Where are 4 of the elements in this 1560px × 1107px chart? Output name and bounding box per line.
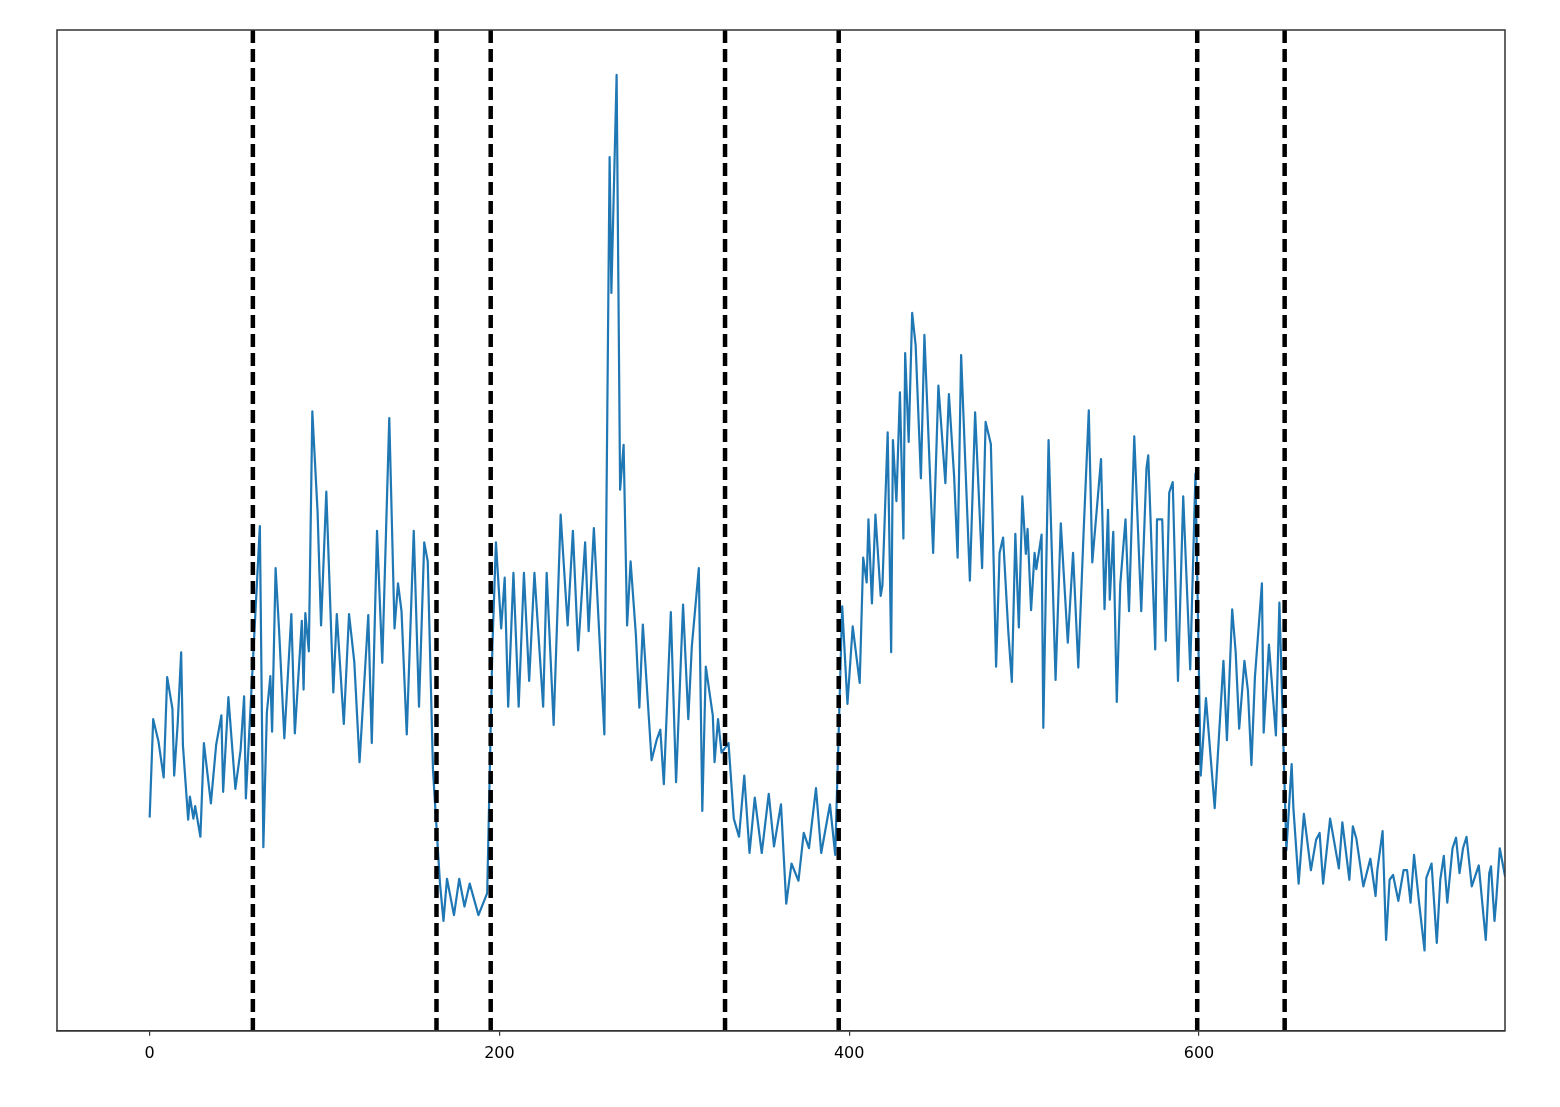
x-tick-label: 400: [833, 1042, 865, 1062]
x-tick-label: 200: [484, 1042, 515, 1062]
x-tick-label: 0: [144, 1042, 155, 1062]
x-tick-label: 600: [1183, 1042, 1215, 1062]
